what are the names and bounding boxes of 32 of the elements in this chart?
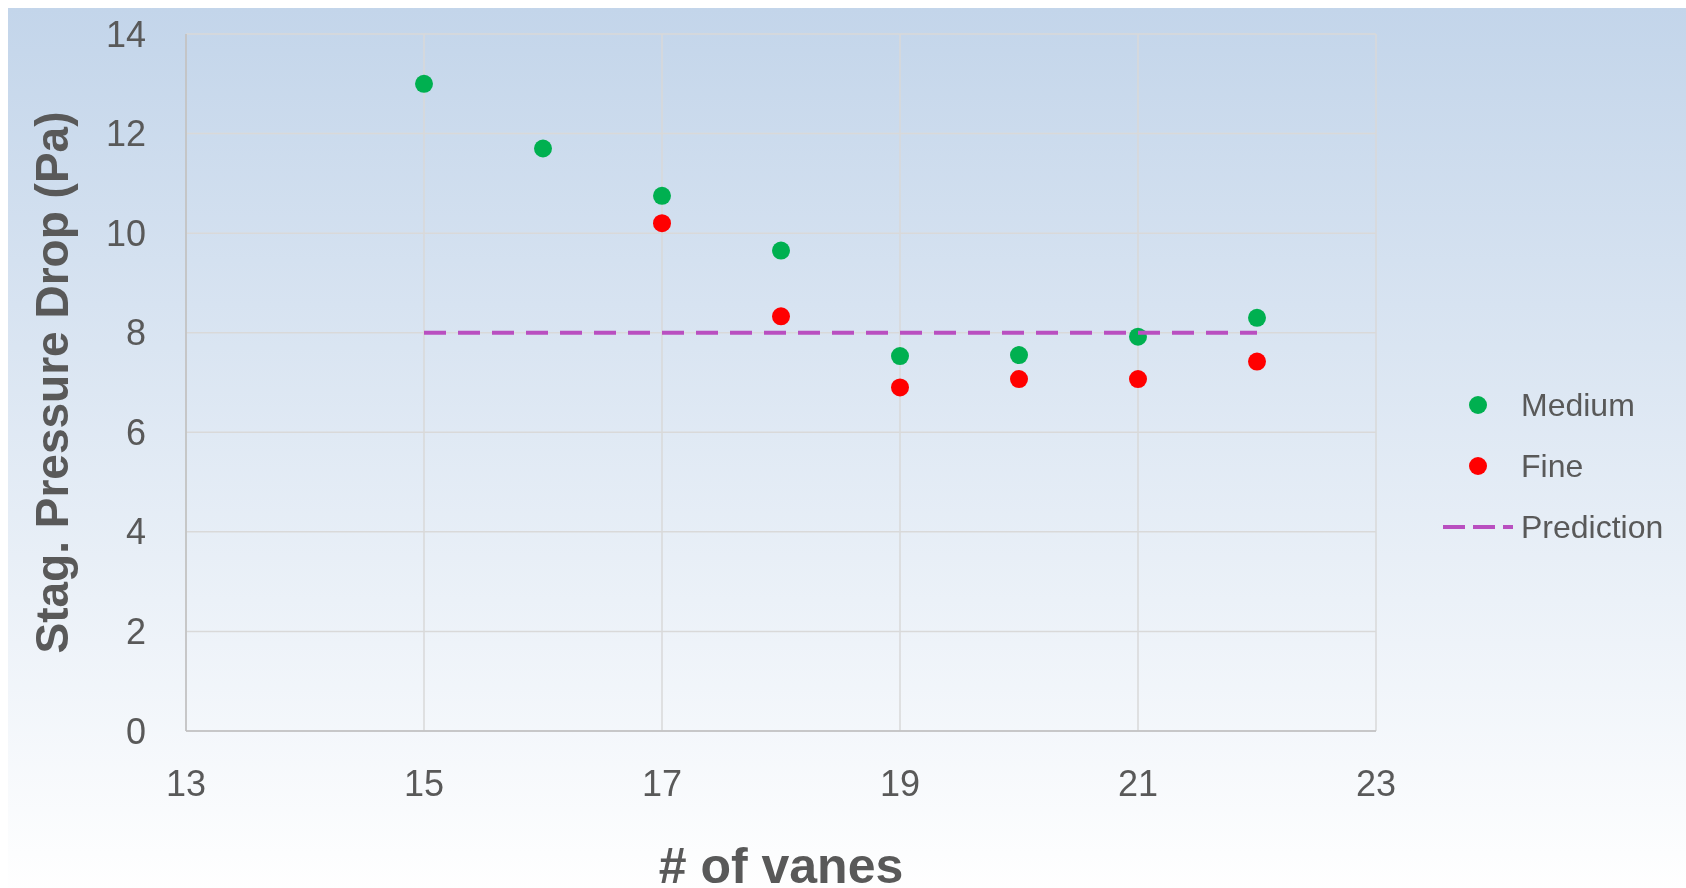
point (891, 347, 909, 366)
legend-label: Medium (1521, 387, 1635, 424)
x-tick-label: 23 (1355, 763, 1397, 804)
y-tick-label: 12 (105, 113, 146, 155)
x-tick-label: 17 (641, 763, 683, 804)
point (1248, 352, 1266, 371)
x-tick-label: 19 (879, 763, 921, 804)
y-tick-label: 10 (105, 212, 146, 254)
point (534, 139, 552, 158)
x-tick-label: 13 (165, 763, 207, 804)
point (1248, 308, 1266, 327)
y-tick-label: 0 (125, 710, 146, 752)
point (1010, 346, 1028, 365)
point (1010, 370, 1028, 389)
y-tick-label: 4 (125, 511, 146, 553)
point (653, 214, 671, 233)
y-tick-label: 6 (125, 411, 146, 453)
y-axis-title: Stag. Pressure Drop (Pa) (26, 111, 78, 654)
x-axis-title: # of vanes (658, 838, 904, 888)
point (1129, 370, 1147, 389)
x-tick-label: 15 (403, 763, 445, 804)
x-tick-label: 21 (1117, 763, 1159, 804)
y-tick-label: 14 (105, 13, 146, 55)
point (415, 74, 433, 93)
point (891, 378, 909, 397)
legend-label: Fine (1521, 448, 1584, 485)
y-tick-label: 8 (125, 312, 146, 354)
point (772, 241, 790, 260)
point (653, 186, 671, 205)
point (772, 307, 790, 326)
y-tick-label: 2 (125, 611, 146, 653)
legend-label: Prediction (1521, 509, 1664, 546)
